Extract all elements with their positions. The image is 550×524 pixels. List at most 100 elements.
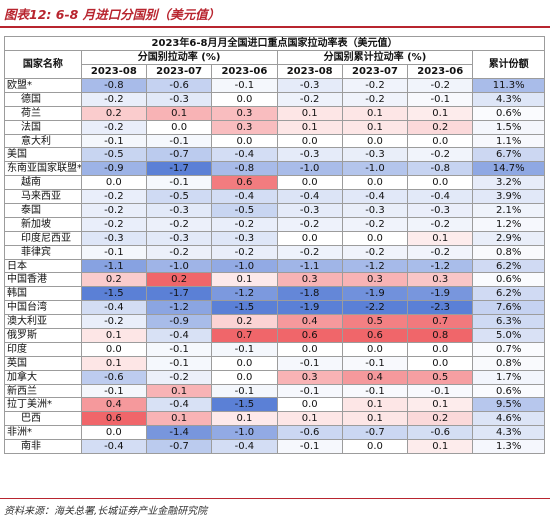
cumulative-pull-cell: -0.2 (276, 216, 343, 232)
share-cell: 2.1% (472, 203, 545, 218)
country-name-cell: 中国香港 (4, 272, 82, 288)
monthly-pull-cell: -0.2 (145, 216, 213, 232)
monthly-pull-cell: -0.2 (80, 203, 147, 218)
monthly-pull-cell: 0.0 (80, 175, 147, 191)
cumulative-pull-cell: 0.0 (341, 230, 409, 246)
table-row: 日本 -1.1 -1.0 -1.0 -1.1 -1.2 -1.2 6.2% (4, 258, 545, 274)
cumulative-pull-cell: -0.1 (341, 383, 409, 399)
cumulative-pull-cell: -0.3 (341, 147, 409, 163)
cumulative-pull-cell: 0.1 (407, 105, 474, 121)
country-name-cell: 马来西亚 (4, 189, 82, 205)
cumulative-pull-cell: -1.1 (276, 258, 343, 274)
monthly-pull-cell: -0.2 (80, 119, 147, 135)
monthly-pull-cell: 0.0 (211, 91, 278, 107)
cumulative-pull-cell: 0.8 (407, 328, 474, 343)
header-monthly-group: 分国别拉动率 (%) (80, 50, 278, 65)
table-row: 南非 -0.4 -0.7 -0.4 -0.1 0.0 0.1 1.3% (4, 439, 545, 455)
monthly-pull-cell: -1.0 (145, 258, 213, 274)
cumulative-pull-cell: 0.1 (276, 105, 343, 121)
cumulative-pull-cell: 0.0 (276, 341, 343, 357)
country-name-cell: 日本 (4, 258, 82, 274)
cumulative-pull-cell: 0.0 (407, 175, 474, 191)
table-row: 泰国 -0.2 -0.3 -0.5 -0.3 -0.3 -0.3 2.1% (4, 203, 545, 218)
figure-title: 图表12: 6-8 月进口分国别（美元值） (4, 7, 221, 22)
share-cell: 4.3% (472, 425, 545, 441)
table-row: 中国台湾 -0.4 -1.2 -1.5 -1.9 -2.2 -2.3 7.6% (4, 300, 545, 316)
cumulative-pull-cell: 0.1 (341, 119, 409, 135)
cumulative-pull-cell: -0.2 (407, 216, 474, 232)
monthly-pull-cell: 0.3 (211, 119, 278, 135)
country-name-cell: 菲律宾 (4, 244, 82, 260)
table-row: 马来西亚 -0.2 -0.5 -0.4 -0.4 -0.4 -0.4 3.9% (4, 189, 545, 205)
cumulative-pull-cell: 0.0 (407, 341, 474, 357)
monthly-pull-cell: -1.7 (145, 161, 213, 177)
country-name-cell: 泰国 (4, 203, 82, 218)
monthly-pull-cell: -0.1 (145, 355, 213, 371)
table-row: 东南亚国家联盟* -0.9 -1.7 -0.8 -1.0 -1.0 -0.8 14.7% (4, 161, 545, 177)
share-cell: 14.7% (472, 161, 545, 177)
header-cumulative-group: 分国别累计拉动率 (%) (276, 50, 474, 65)
monthly-pull-cell: -1.7 (145, 286, 213, 302)
monthly-pull-cell: 0.2 (80, 272, 147, 288)
cumulative-pull-cell: -0.3 (276, 78, 343, 93)
cumulative-pull-cell: 0.0 (341, 439, 409, 455)
monthly-pull-cell: -0.8 (211, 161, 278, 177)
cumulative-pull-cell: 0.0 (276, 397, 343, 413)
table-row: 中国香港 0.2 0.2 0.1 0.3 0.3 0.3 0.6% (4, 272, 545, 288)
cumulative-pull-cell: 0.3 (341, 272, 409, 288)
cumulative-pull-cell: 0.2 (407, 411, 474, 427)
monthly-pull-cell: -0.4 (80, 439, 147, 455)
monthly-pull-cell: -0.1 (80, 383, 147, 399)
cumulative-pull-cell: 0.4 (276, 314, 343, 330)
share-cell: 1.5% (472, 119, 545, 135)
monthly-pull-cell: 0.2 (145, 272, 213, 288)
cumulative-pull-cell: -0.1 (276, 355, 343, 371)
cumulative-pull-cell: -2.2 (341, 300, 409, 316)
country-name-cell: 拉丁美洲* (4, 397, 82, 413)
monthly-pull-cell: -0.8 (80, 78, 147, 93)
cumulative-pull-cell: 0.0 (407, 133, 474, 149)
cumulative-pull-cell: -0.4 (341, 189, 409, 205)
monthly-pull-cell: -0.5 (145, 189, 213, 205)
title-rule (0, 26, 550, 28)
cumulative-pull-cell: 0.1 (276, 119, 343, 135)
cumulative-pull-cell: 0.4 (341, 369, 409, 385)
cumulative-pull-cell: -1.9 (341, 286, 409, 302)
country-name-cell: 澳大利亚 (4, 314, 82, 330)
header-month: 2023-07 (341, 64, 409, 79)
monthly-pull-cell: -0.9 (145, 314, 213, 330)
monthly-pull-cell: 0.1 (211, 272, 278, 288)
monthly-pull-cell: -0.1 (211, 383, 278, 399)
monthly-pull-cell: -0.3 (145, 91, 213, 107)
cumulative-pull-cell: 0.2 (407, 119, 474, 135)
share-cell: 4.6% (472, 411, 545, 427)
table-row: 俄罗斯 0.1 -0.4 0.7 0.6 0.6 0.8 5.0% (4, 328, 545, 343)
share-cell: 1.7% (472, 369, 545, 385)
country-name-cell: 中国台湾 (4, 300, 82, 316)
cumulative-pull-cell: 0.0 (276, 230, 343, 246)
cumulative-pull-cell: 0.3 (276, 369, 343, 385)
monthly-pull-cell: -0.1 (145, 133, 213, 149)
cumulative-pull-cell: -1.2 (407, 258, 474, 274)
share-cell: 0.8% (472, 355, 545, 371)
country-name-cell: 英国 (4, 355, 82, 371)
cumulative-pull-cell: 0.6 (276, 328, 343, 343)
monthly-pull-cell: -0.1 (80, 244, 147, 260)
country-name-cell: 印度 (4, 341, 82, 357)
cumulative-pull-cell: 0.1 (341, 397, 409, 413)
country-name-cell: 德国 (4, 91, 82, 107)
monthly-pull-cell: 0.2 (211, 314, 278, 330)
cumulative-pull-cell: -1.8 (276, 286, 343, 302)
country-name-cell: 加拿大 (4, 369, 82, 385)
monthly-pull-cell: 0.0 (211, 355, 278, 371)
country-name-cell: 新加坡 (4, 216, 82, 232)
share-cell: 0.6% (472, 383, 545, 399)
share-cell: 0.8% (472, 244, 545, 260)
monthly-pull-cell: -0.6 (80, 369, 147, 385)
header-month: 2023-07 (145, 64, 213, 79)
share-cell: 9.5% (472, 397, 545, 413)
monthly-pull-cell: -0.4 (211, 189, 278, 205)
cumulative-pull-cell: -1.9 (276, 300, 343, 316)
monthly-pull-cell: 0.1 (145, 411, 213, 427)
header-country: 国家名称 (4, 50, 82, 79)
